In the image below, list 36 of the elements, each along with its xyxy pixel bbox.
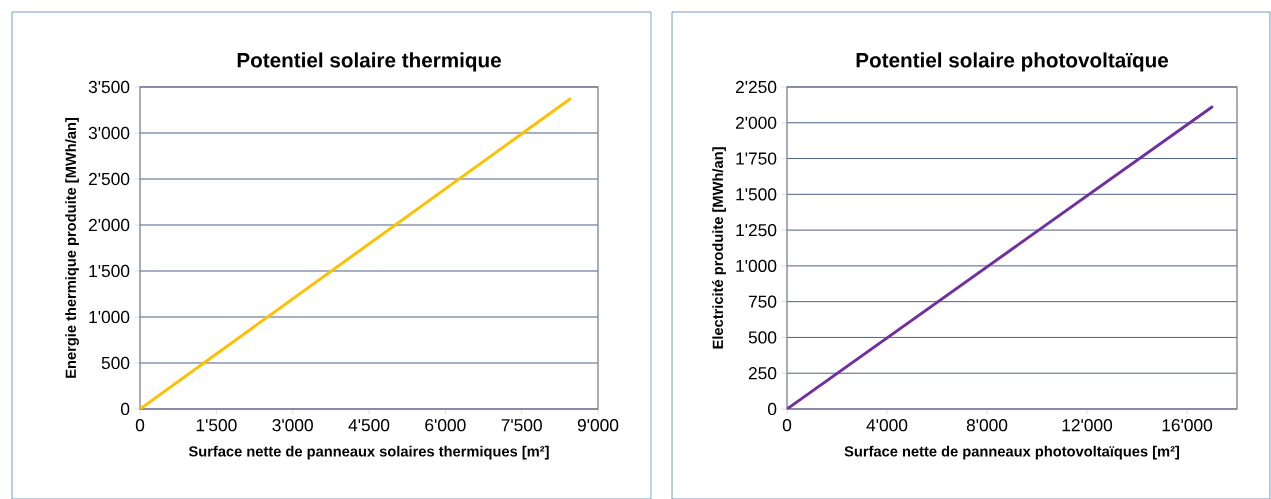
x-tick-label: 12'000 bbox=[1062, 419, 1113, 432]
y-tick-label: 1'500 bbox=[736, 188, 777, 201]
y-tick-label: 500 bbox=[748, 331, 777, 344]
y-tick-label: 1'250 bbox=[736, 223, 777, 237]
y-tick-label: 0 bbox=[767, 402, 777, 416]
x-tick-label: 6'000 bbox=[425, 419, 466, 432]
y-tick-label: 3'500 bbox=[88, 80, 130, 94]
x-tick-label: 1'500 bbox=[196, 419, 237, 432]
y-tick-label: 250 bbox=[748, 367, 777, 380]
x-tick-label: 7'500 bbox=[501, 419, 542, 432]
y-tick-label: 2'000 bbox=[88, 218, 130, 232]
chart-title: Potentiel solaire photovoltaïque bbox=[856, 52, 1169, 72]
x-tick-label: 4'500 bbox=[348, 419, 390, 432]
x-tick-label: 4'000 bbox=[866, 419, 908, 432]
y-tick-label: 3'000 bbox=[88, 126, 130, 140]
x-tick-label: 3'000 bbox=[272, 419, 313, 432]
y-axis-title: Electricité produite [MWh/an] bbox=[712, 147, 726, 349]
y-axis-title: Energie thermique produite [MWh/an] bbox=[65, 118, 79, 378]
x-tick-label: 9'000 bbox=[577, 419, 619, 432]
y-tick-label: 2'000 bbox=[735, 116, 777, 129]
y-tick-label: 1'750 bbox=[736, 152, 777, 165]
x-tick-label: 16'000 bbox=[1162, 419, 1213, 432]
y-tick-label: 0 bbox=[121, 402, 130, 416]
y-tick-label: 1'000 bbox=[89, 310, 130, 324]
x-axis-title: Surface nette de panneaux solaires thermiques [m²] bbox=[188, 445, 549, 460]
chart-title: Potentiel solaire thermique bbox=[237, 52, 501, 72]
x-tick-label: 0 bbox=[135, 419, 145, 432]
y-tick-label: 750 bbox=[748, 295, 777, 308]
y-tick-label: 1'500 bbox=[89, 264, 130, 278]
x-tick-label: 0 bbox=[782, 419, 792, 432]
x-axis-title: Surface nette de panneaux photovoltaïques [m²] bbox=[844, 445, 1180, 460]
y-tick-label: 2'250 bbox=[735, 80, 777, 94]
y-tick-label: 1'000 bbox=[736, 259, 777, 273]
y-tick-label: 500 bbox=[101, 356, 130, 370]
y-tick-label: 2'500 bbox=[88, 172, 130, 186]
x-tick-label: 8'000 bbox=[966, 419, 1008, 432]
